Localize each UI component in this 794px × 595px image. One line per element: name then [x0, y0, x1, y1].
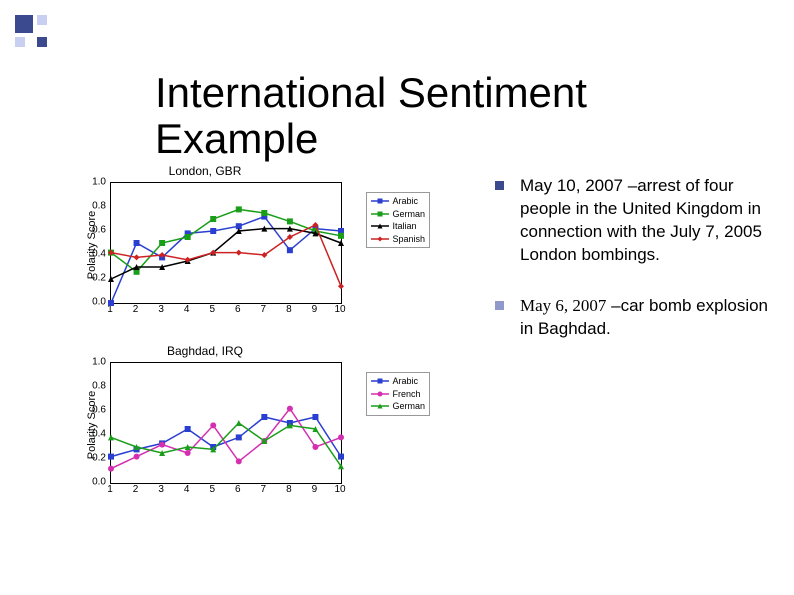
y-tick-label: 1.0	[92, 177, 106, 188]
legend-item: Spanish	[371, 233, 425, 246]
legend-label: Italian	[392, 220, 416, 233]
legend-item: German	[371, 400, 425, 413]
legend-item: French	[371, 388, 425, 401]
x-tick-label: 4	[184, 304, 190, 315]
y-tick-label: 0.6	[92, 405, 106, 416]
legend-label: German	[392, 208, 425, 221]
bullet-text: May 6, 2007 –car bomb explosion in Baghd…	[520, 295, 770, 341]
y-tick-label: 0.8	[92, 381, 106, 392]
x-tick-label: 1	[107, 484, 113, 495]
y-axis-label: Polarity Score	[86, 211, 98, 279]
bullet-item: May 10, 2007 –arrest of four people in t…	[495, 175, 770, 267]
x-tick-label: 5	[209, 484, 215, 495]
x-tick-label: 7	[261, 304, 267, 315]
x-tick-label: 2	[133, 484, 139, 495]
plot-area	[110, 362, 342, 484]
chart-legend: Arabic German Italian Spanish	[366, 192, 430, 248]
plot-area	[110, 182, 342, 304]
legend-item: Arabic	[371, 375, 425, 388]
x-tick-label: 3	[158, 304, 164, 315]
title-line-2: Example	[155, 115, 318, 162]
y-tick-label: 0.0	[92, 477, 106, 488]
x-tick-label: 7	[261, 484, 267, 495]
bullet-item: May 6, 2007 –car bomb explosion in Baghd…	[495, 295, 770, 341]
y-tick-label: 0.2	[92, 273, 106, 284]
y-tick-label: 0.4	[92, 249, 106, 260]
legend-item: German	[371, 208, 425, 221]
legend-item: Arabic	[371, 195, 425, 208]
chart-title: Baghdad, IRQ	[167, 344, 243, 358]
x-tick-label: 3	[158, 484, 164, 495]
slide-title: International Sentiment Example	[155, 70, 587, 162]
y-tick-label: 0.2	[92, 453, 106, 464]
x-tick-label: 5	[209, 304, 215, 315]
x-tick-label: 10	[334, 304, 345, 315]
x-tick-label: 8	[286, 304, 292, 315]
x-tick-label: 6	[235, 484, 241, 495]
chart-title: London, GBR	[169, 164, 242, 178]
chart-legend: Arabic French German	[366, 372, 430, 416]
chart-london: London, GBRPolarity Score0.00.20.40.60.8…	[60, 170, 350, 320]
y-tick-label: 0.4	[92, 429, 106, 440]
x-tick-label: 8	[286, 484, 292, 495]
bullet-list: May 10, 2007 –arrest of four people in t…	[495, 175, 770, 369]
y-tick-label: 0.8	[92, 201, 106, 212]
legend-label: Arabic	[392, 195, 418, 208]
y-tick-label: 0.0	[92, 297, 106, 308]
x-tick-label: 9	[312, 304, 318, 315]
bullet-date: May 6, 2007	[520, 296, 606, 315]
bullet-marker	[495, 181, 504, 190]
x-tick-label: 6	[235, 304, 241, 315]
x-tick-label: 9	[312, 484, 318, 495]
y-tick-label: 0.6	[92, 225, 106, 236]
slide-decoration	[15, 15, 47, 47]
bullet-date: May 10, 2007	[520, 176, 623, 195]
bullet-marker	[495, 301, 504, 310]
chart-baghdad: Baghdad, IRQPolarity Score0.00.20.40.60.…	[60, 350, 350, 500]
legend-label: French	[392, 388, 420, 401]
x-tick-label: 2	[133, 304, 139, 315]
legend-label: Arabic	[392, 375, 418, 388]
legend-label: German	[392, 400, 425, 413]
chart-area: London, GBRPolarity Score0.00.20.40.60.8…	[60, 170, 460, 570]
legend-label: Spanish	[392, 233, 425, 246]
y-axis-label: Polarity Score	[86, 391, 98, 459]
title-line-1: International Sentiment	[155, 69, 587, 116]
legend-item: Italian	[371, 220, 425, 233]
bullet-text: May 10, 2007 –arrest of four people in t…	[520, 175, 770, 267]
y-tick-label: 1.0	[92, 357, 106, 368]
x-tick-label: 4	[184, 484, 190, 495]
x-tick-label: 10	[334, 484, 345, 495]
